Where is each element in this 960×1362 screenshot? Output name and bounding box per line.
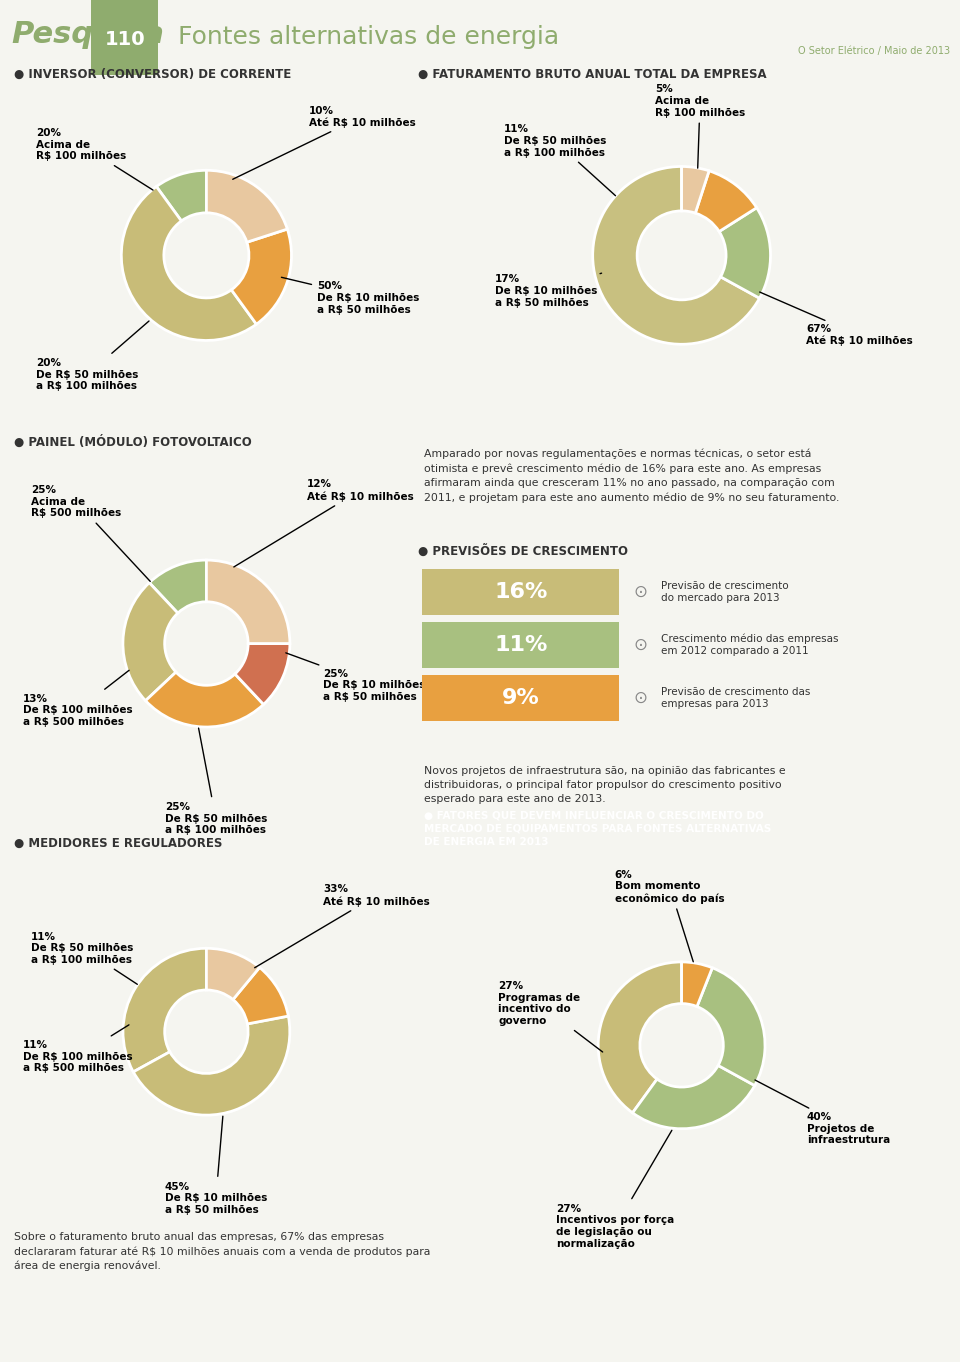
Text: 110: 110	[105, 30, 145, 49]
Bar	[422, 622, 619, 667]
Wedge shape	[121, 187, 256, 340]
Wedge shape	[206, 560, 290, 643]
Text: Previsão de crescimento das
empresas para 2013: Previsão de crescimento das empresas par…	[660, 686, 810, 710]
Wedge shape	[206, 948, 259, 1000]
Wedge shape	[149, 560, 206, 613]
Text: 6%
Bom momento
econômico do país: 6% Bom momento econômico do país	[614, 870, 725, 962]
Bar	[422, 676, 619, 720]
Text: 45%
De R$ 10 milhões
a R$ 50 milhões: 45% De R$ 10 milhões a R$ 50 milhões	[165, 1117, 267, 1215]
Text: Sobre o faturamento bruto anual das empresas, 67% das empresas
declararam fatura: Sobre o faturamento bruto anual das empr…	[13, 1233, 430, 1272]
Text: 11%: 11%	[494, 635, 547, 655]
Text: Novos projetos de infraestrutura são, na opinião das fabricantes e
distribuidora: Novos projetos de infraestrutura são, na…	[423, 765, 785, 804]
Wedge shape	[697, 968, 765, 1086]
Text: 33%
Até R$ 10 milhões: 33% Até R$ 10 milhões	[254, 884, 430, 968]
Text: 5%
Acima de
R$ 100 milhões: 5% Acima de R$ 100 milhões	[655, 84, 745, 168]
Wedge shape	[156, 170, 206, 221]
Text: 67%
Até R$ 10 milhões: 67% Até R$ 10 milhões	[759, 291, 913, 346]
Text: 12%
Até R$ 10 milhões: 12% Até R$ 10 milhões	[234, 479, 414, 567]
Text: 20%
Acima de
R$ 100 milhões: 20% Acima de R$ 100 milhões	[36, 128, 153, 191]
Wedge shape	[231, 229, 292, 324]
Text: 25%
De R$ 50 milhões
a R$ 100 milhões: 25% De R$ 50 milhões a R$ 100 milhões	[165, 729, 267, 835]
Text: 40%
Projetos de
infraestrutura: 40% Projetos de infraestrutura	[755, 1080, 890, 1145]
Wedge shape	[695, 170, 756, 232]
Text: 27%
Programas de
incentivo do
governo: 27% Programas de incentivo do governo	[498, 981, 603, 1051]
Text: Crescimento médio das empresas
em 2012 comparado a 2011: Crescimento médio das empresas em 2012 c…	[660, 633, 838, 656]
Text: 27%
Incentivos por força
de legislação ou
normalização: 27% Incentivos por força de legislação o…	[557, 1130, 675, 1249]
Wedge shape	[719, 208, 771, 298]
Text: ⊙: ⊙	[634, 636, 647, 654]
Text: Pesquisa: Pesquisa	[12, 19, 165, 49]
Text: ● FATORES QUE DEVEM INFLUENCIAR O CRESCIMENTO DO
MERCADO DE EQUIPAMENTOS PARA FO: ● FATORES QUE DEVEM INFLUENCIAR O CRESCI…	[423, 810, 771, 847]
Wedge shape	[598, 962, 682, 1113]
Text: 13%
De R$ 100 milhões
a R$ 500 milhões: 13% De R$ 100 milhões a R$ 500 milhões	[23, 670, 132, 727]
Bar	[91, 0, 158, 75]
Wedge shape	[146, 671, 264, 727]
Text: 16%: 16%	[494, 582, 547, 602]
Text: Previsão de crescimento
do mercado para 2013: Previsão de crescimento do mercado para …	[660, 580, 788, 603]
Text: 9%: 9%	[502, 688, 540, 708]
Wedge shape	[133, 1016, 290, 1115]
Text: 20%
De R$ 50 milhões
a R$ 100 milhões: 20% De R$ 50 milhões a R$ 100 milhões	[36, 321, 149, 391]
Text: ● PREVISÕES DE CRESCIMENTO: ● PREVISÕES DE CRESCIMENTO	[418, 545, 628, 557]
Wedge shape	[592, 166, 759, 345]
Text: Fontes alternativas de energia: Fontes alternativas de energia	[178, 25, 559, 49]
Wedge shape	[682, 962, 712, 1007]
Wedge shape	[235, 643, 290, 704]
Wedge shape	[123, 583, 178, 700]
Text: ⊙: ⊙	[634, 583, 647, 601]
Text: 10%
Até R$ 10 milhões: 10% Até R$ 10 milhões	[232, 105, 416, 180]
Text: 11%
De R$ 50 milhões
a R$ 100 milhões: 11% De R$ 50 milhões a R$ 100 milhões	[504, 124, 615, 196]
Text: 17%
De R$ 10 milhões
a R$ 50 milhões: 17% De R$ 10 milhões a R$ 50 milhões	[495, 274, 602, 308]
Text: ● FATURAMENTO BRUTO ANUAL TOTAL DA EMPRESA: ● FATURAMENTO BRUTO ANUAL TOTAL DA EMPRE…	[418, 68, 766, 80]
Text: 11%
De R$ 100 milhões
a R$ 500 milhões: 11% De R$ 100 milhões a R$ 500 milhões	[23, 1024, 132, 1073]
Text: ● INVERSOR (CONVERSOR) DE CORRENTE: ● INVERSOR (CONVERSOR) DE CORRENTE	[14, 68, 292, 80]
Text: 50%
De R$ 10 milhões
a R$ 50 milhões: 50% De R$ 10 milhões a R$ 50 milhões	[281, 278, 420, 315]
Text: 11%
De R$ 50 milhões
a R$ 100 milhões: 11% De R$ 50 milhões a R$ 100 milhões	[32, 932, 137, 985]
Wedge shape	[123, 948, 206, 1072]
Text: 25%
Acima de
R$ 500 milhões: 25% Acima de R$ 500 milhões	[31, 485, 151, 582]
Wedge shape	[233, 967, 288, 1024]
Text: Amparado por novas regulamentações e normas técnicas, o setor está
otimista e pr: Amparado por novas regulamentações e nor…	[423, 449, 839, 503]
Bar	[422, 569, 619, 614]
Text: ⊙: ⊙	[634, 689, 647, 707]
Text: ● MEDIDORES E REGULADORES: ● MEDIDORES E REGULADORES	[14, 838, 223, 850]
Wedge shape	[633, 1065, 755, 1129]
Wedge shape	[682, 166, 709, 212]
Text: O Setor Elétrico / Maio de 2013: O Setor Elétrico / Maio de 2013	[799, 46, 950, 56]
Wedge shape	[206, 170, 287, 242]
Text: 25%
De R$ 10 milhões
a R$ 50 milhões: 25% De R$ 10 milhões a R$ 50 milhões	[286, 652, 425, 701]
Text: ● PAINEL (MÓDULO) FOTOVOLTAICO: ● PAINEL (MÓDULO) FOTOVOLTAICO	[14, 436, 252, 448]
